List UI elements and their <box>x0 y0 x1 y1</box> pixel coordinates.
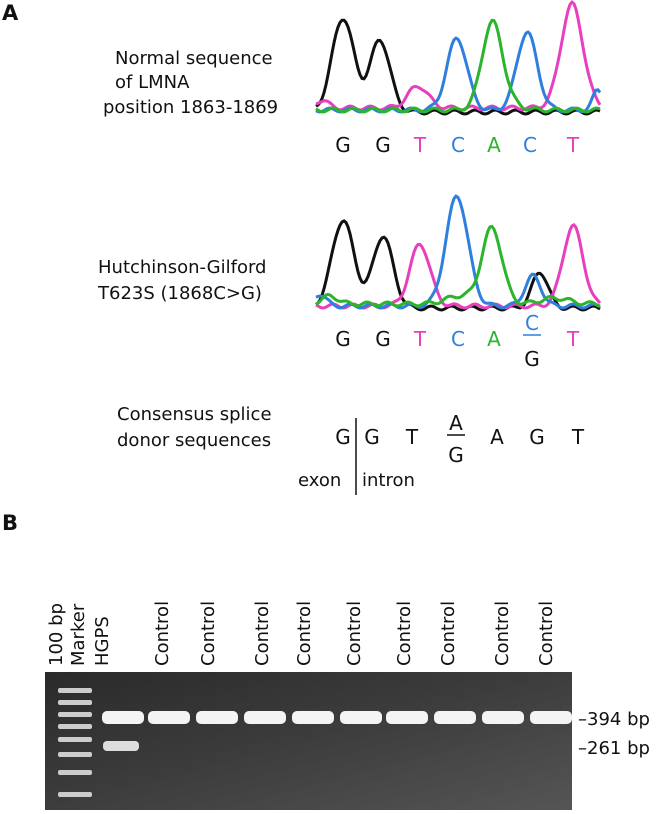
base: G <box>335 133 351 157</box>
lane-label: Control <box>492 601 513 666</box>
caption: Consensus splice <box>117 404 272 425</box>
lane-label: Control <box>198 601 219 666</box>
panel-label: B <box>2 511 18 535</box>
lane-label: 100 bp <box>46 603 67 666</box>
lane-label: Marker <box>68 603 89 666</box>
band <box>103 741 139 751</box>
band <box>148 711 190 724</box>
band <box>340 711 382 724</box>
base: T <box>566 327 580 351</box>
band <box>244 711 286 724</box>
ladder-band <box>58 700 92 705</box>
ladder-band <box>58 688 92 693</box>
base: G <box>375 327 391 351</box>
lane-label: Control <box>344 601 365 666</box>
trace <box>315 0 602 112</box>
band <box>434 711 476 724</box>
band <box>482 711 524 724</box>
panel-label: A <box>2 1 19 25</box>
ladder-band <box>58 770 92 775</box>
base: G <box>375 133 391 157</box>
trace <box>315 194 601 310</box>
trace <box>315 223 602 310</box>
base: C <box>523 133 537 157</box>
caption: T623S (1868C>G) <box>97 283 262 304</box>
band <box>102 711 144 724</box>
base: T <box>571 425 585 449</box>
base: T <box>566 133 580 157</box>
base: C <box>451 133 465 157</box>
lane-label: Control <box>252 601 273 666</box>
base: A <box>487 327 501 351</box>
caption: of LMNA <box>115 72 190 93</box>
base: G <box>335 425 351 449</box>
chromatograms <box>315 0 602 312</box>
base: T <box>405 425 419 449</box>
base: A <box>449 411 463 435</box>
base: A <box>490 425 504 449</box>
base: G <box>335 327 351 351</box>
band-size: –394 bp <box>578 709 650 730</box>
lane-label: Control <box>152 601 173 666</box>
ladder-band <box>58 712 92 717</box>
intron-label: intron <box>362 470 415 491</box>
ladder-band <box>58 792 92 797</box>
band <box>292 711 334 724</box>
base: G <box>529 425 545 449</box>
band <box>530 711 572 724</box>
band <box>196 711 238 724</box>
lane-label: HGPS <box>92 616 113 666</box>
lane-label: Control <box>536 601 557 666</box>
trace <box>315 18 601 116</box>
caption: donor sequences <box>117 430 271 451</box>
ladder-band <box>58 737 92 742</box>
lane-label: Control <box>294 601 315 666</box>
base: C <box>525 311 539 335</box>
ladder-band <box>58 752 92 757</box>
base: T <box>413 327 427 351</box>
lane-label: Control <box>438 601 459 666</box>
trace <box>315 18 601 114</box>
ladder-band <box>58 724 92 729</box>
lane-label: Control <box>394 601 415 666</box>
caption: Hutchinson-Gilford <box>98 257 266 278</box>
base: C <box>451 327 465 351</box>
caption: position 1863-1869 <box>103 97 278 118</box>
base: G <box>364 425 380 449</box>
band <box>386 711 428 724</box>
gel-bands <box>58 688 572 797</box>
exon-label: exon <box>298 470 341 491</box>
base: T <box>413 133 427 157</box>
base: G <box>524 347 540 371</box>
caption: Normal sequence <box>115 48 273 69</box>
trace <box>315 224 601 308</box>
base: G <box>448 443 464 467</box>
base: A <box>487 133 501 157</box>
band-size: –261 bp <box>578 738 650 759</box>
